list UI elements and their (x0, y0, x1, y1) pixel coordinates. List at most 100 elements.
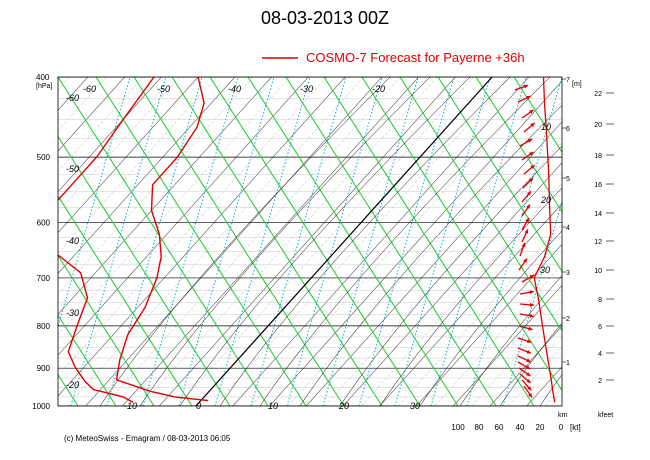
moist-adiabat-line (379, 187, 562, 406)
mixing-ratio-line (322, 77, 419, 406)
isotherm-label-top: -30 (300, 84, 313, 94)
km-axis-label: km (558, 412, 568, 419)
mixing-ratio-line (394, 77, 491, 406)
isotherm-label-bottom: 20 (338, 401, 349, 411)
wind-arrow-head (526, 204, 531, 209)
dry-adiabat-line (171, 77, 383, 406)
kfeet-tick-label: 12 (594, 239, 602, 246)
wind-speed-tick-label: 20 (536, 423, 545, 432)
isotherm-line (324, 141, 562, 406)
dry-adiabat-line (58, 314, 117, 406)
wind-arrow-head (529, 275, 535, 279)
wind-arrow-head (530, 165, 535, 170)
isotherm-line (214, 77, 511, 406)
wind-arrow-head (529, 302, 534, 307)
moist-adiabat-line (179, 77, 471, 406)
temperature-profile (115, 77, 209, 402)
wind-arrow-head (530, 123, 535, 128)
isotherm-label-left: -40 (66, 236, 79, 246)
mixing-ratio-line (70, 77, 167, 406)
dry-adiabat-line (361, 77, 562, 392)
dry-adiabat-line (58, 195, 193, 406)
wind-arrow-head (525, 365, 531, 369)
legend-label: COSMO-7 Forecast for Payerne +36h (306, 50, 525, 65)
isotherm-line (379, 203, 562, 406)
wind-speed-axis-label: [kt] (570, 423, 581, 432)
kfeet-tick-label: 18 (594, 153, 602, 160)
mixing-ratio-line (502, 199, 562, 406)
chart-title: 08-03-2013 00Z (261, 8, 389, 28)
moist-adiabat-line (299, 104, 562, 406)
dry-adiabat-line (285, 77, 497, 406)
wind-speed-tick-label: 60 (495, 423, 504, 432)
isotherm-label-left: -50 (66, 164, 79, 174)
isotherm-line (232, 77, 530, 406)
dry-adiabat-line (475, 77, 562, 213)
mixing-ratio-line (358, 77, 455, 406)
isotherm-line (58, 77, 199, 234)
plot-lines (0, 77, 650, 406)
isotherm-label-left: -30 (66, 308, 79, 318)
isotherm-label-bottom: -10 (124, 401, 137, 411)
isotherm-line (58, 77, 125, 152)
isotherm-line (103, 77, 401, 406)
kfeet-axis-label: kfeet (598, 412, 613, 419)
isotherm-line (58, 77, 327, 376)
isotherm-line (58, 77, 107, 131)
wind-arrow-head (526, 378, 531, 383)
isotherm-line (58, 77, 291, 336)
dry-adiabat-line (58, 135, 231, 406)
wind-arrow-head (529, 290, 534, 295)
km-tick-label: 7 (566, 77, 570, 84)
mixing-ratio-line (286, 77, 383, 406)
plot-frame (57, 76, 563, 407)
pressure-tick-label: 400 (36, 73, 50, 82)
isotherm-label-bottom: 30 (410, 401, 420, 411)
isotherm-line (619, 77, 650, 406)
dry-adiabat-line (0, 77, 2, 406)
dry-adiabat-line (95, 77, 307, 406)
wind-arrow-head (526, 358, 531, 363)
km-tick-label: 5 (566, 176, 570, 183)
wind-speed-label: 10 (541, 122, 551, 132)
wind-arrow-head (529, 151, 534, 156)
pressure-tick-label: 500 (37, 153, 51, 162)
km-tick-label: 6 (566, 126, 570, 133)
wind-arrow-head (524, 229, 529, 234)
isotherm-line (58, 77, 272, 315)
dry-adiabat-line (247, 77, 459, 406)
dry-adiabat-line (209, 77, 421, 406)
wind-arrow-head (526, 372, 531, 377)
height-m-label: [m] (572, 81, 582, 88)
wind-arrow-head (523, 84, 529, 89)
wind-speed-tick-label: 40 (516, 423, 525, 432)
kfeet-tick-label: 4 (598, 351, 602, 358)
isotherm-line (250, 77, 548, 406)
isotherm-line (582, 77, 650, 406)
isotherm-line (58, 77, 236, 274)
mixing-ratio-line (466, 77, 562, 406)
isotherm-line (489, 325, 562, 406)
pressure-tick-label: 900 (37, 364, 51, 373)
pressure-tick-label: 800 (37, 322, 51, 331)
isotherm-line (58, 77, 217, 254)
isotherm-line (361, 182, 562, 406)
isotherm-line (416, 243, 562, 406)
wind-speed-tick-label: 100 (451, 423, 465, 432)
isotherm-label-left: -60 (66, 93, 79, 103)
wind-arrow-head (527, 386, 532, 391)
wind-speed-label: 20 (540, 195, 551, 205)
kfeet-tick-label: 6 (598, 324, 602, 331)
isotherm-line (58, 77, 162, 193)
isotherm-line (453, 284, 562, 406)
isotherm-line (269, 80, 562, 406)
isotherm-line (140, 77, 438, 406)
km-tick-label: 2 (566, 316, 570, 323)
kfeet-tick-label: 16 (594, 182, 602, 189)
kfeet-tick-label: 22 (594, 91, 602, 98)
kfeet-tick-label: 14 (594, 211, 602, 218)
isotherm-label-top: -40 (228, 84, 241, 94)
dry-adiabat-line (323, 77, 535, 406)
isotherm-line (287, 101, 562, 406)
isotherm-label-bottom: 10 (268, 401, 278, 411)
